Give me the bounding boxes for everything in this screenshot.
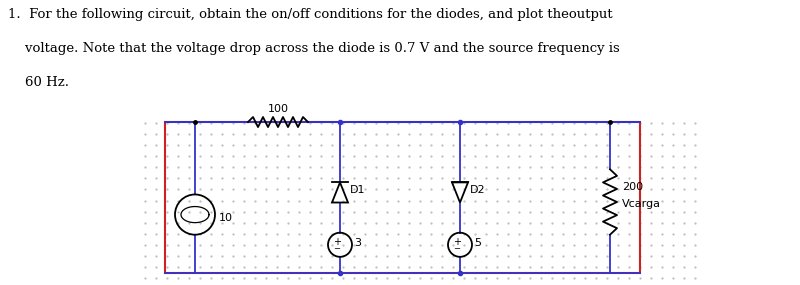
Text: 5: 5 [474, 238, 481, 248]
Text: −: − [334, 244, 341, 253]
Text: −: − [454, 244, 461, 253]
Text: D1: D1 [350, 186, 366, 196]
Text: 3: 3 [354, 238, 361, 248]
Text: 200: 200 [622, 182, 643, 192]
Bar [165, 122, 640, 273]
Text: 60 Hz.: 60 Hz. [8, 76, 69, 89]
Text: +: + [453, 237, 461, 247]
Text: 10: 10 [219, 213, 233, 223]
Text: 1.  For the following circuit, obtain the on/off conditions for the diodes, and : 1. For the following circuit, obtain the… [8, 8, 613, 21]
Text: 100: 100 [267, 104, 289, 114]
Text: Vcarga: Vcarga [622, 199, 661, 209]
Text: +: + [333, 237, 341, 247]
Text: voltage. Note that the voltage drop across the diode is 0.7 V and the source fre: voltage. Note that the voltage drop acro… [8, 42, 620, 55]
Text: D2: D2 [470, 186, 486, 196]
